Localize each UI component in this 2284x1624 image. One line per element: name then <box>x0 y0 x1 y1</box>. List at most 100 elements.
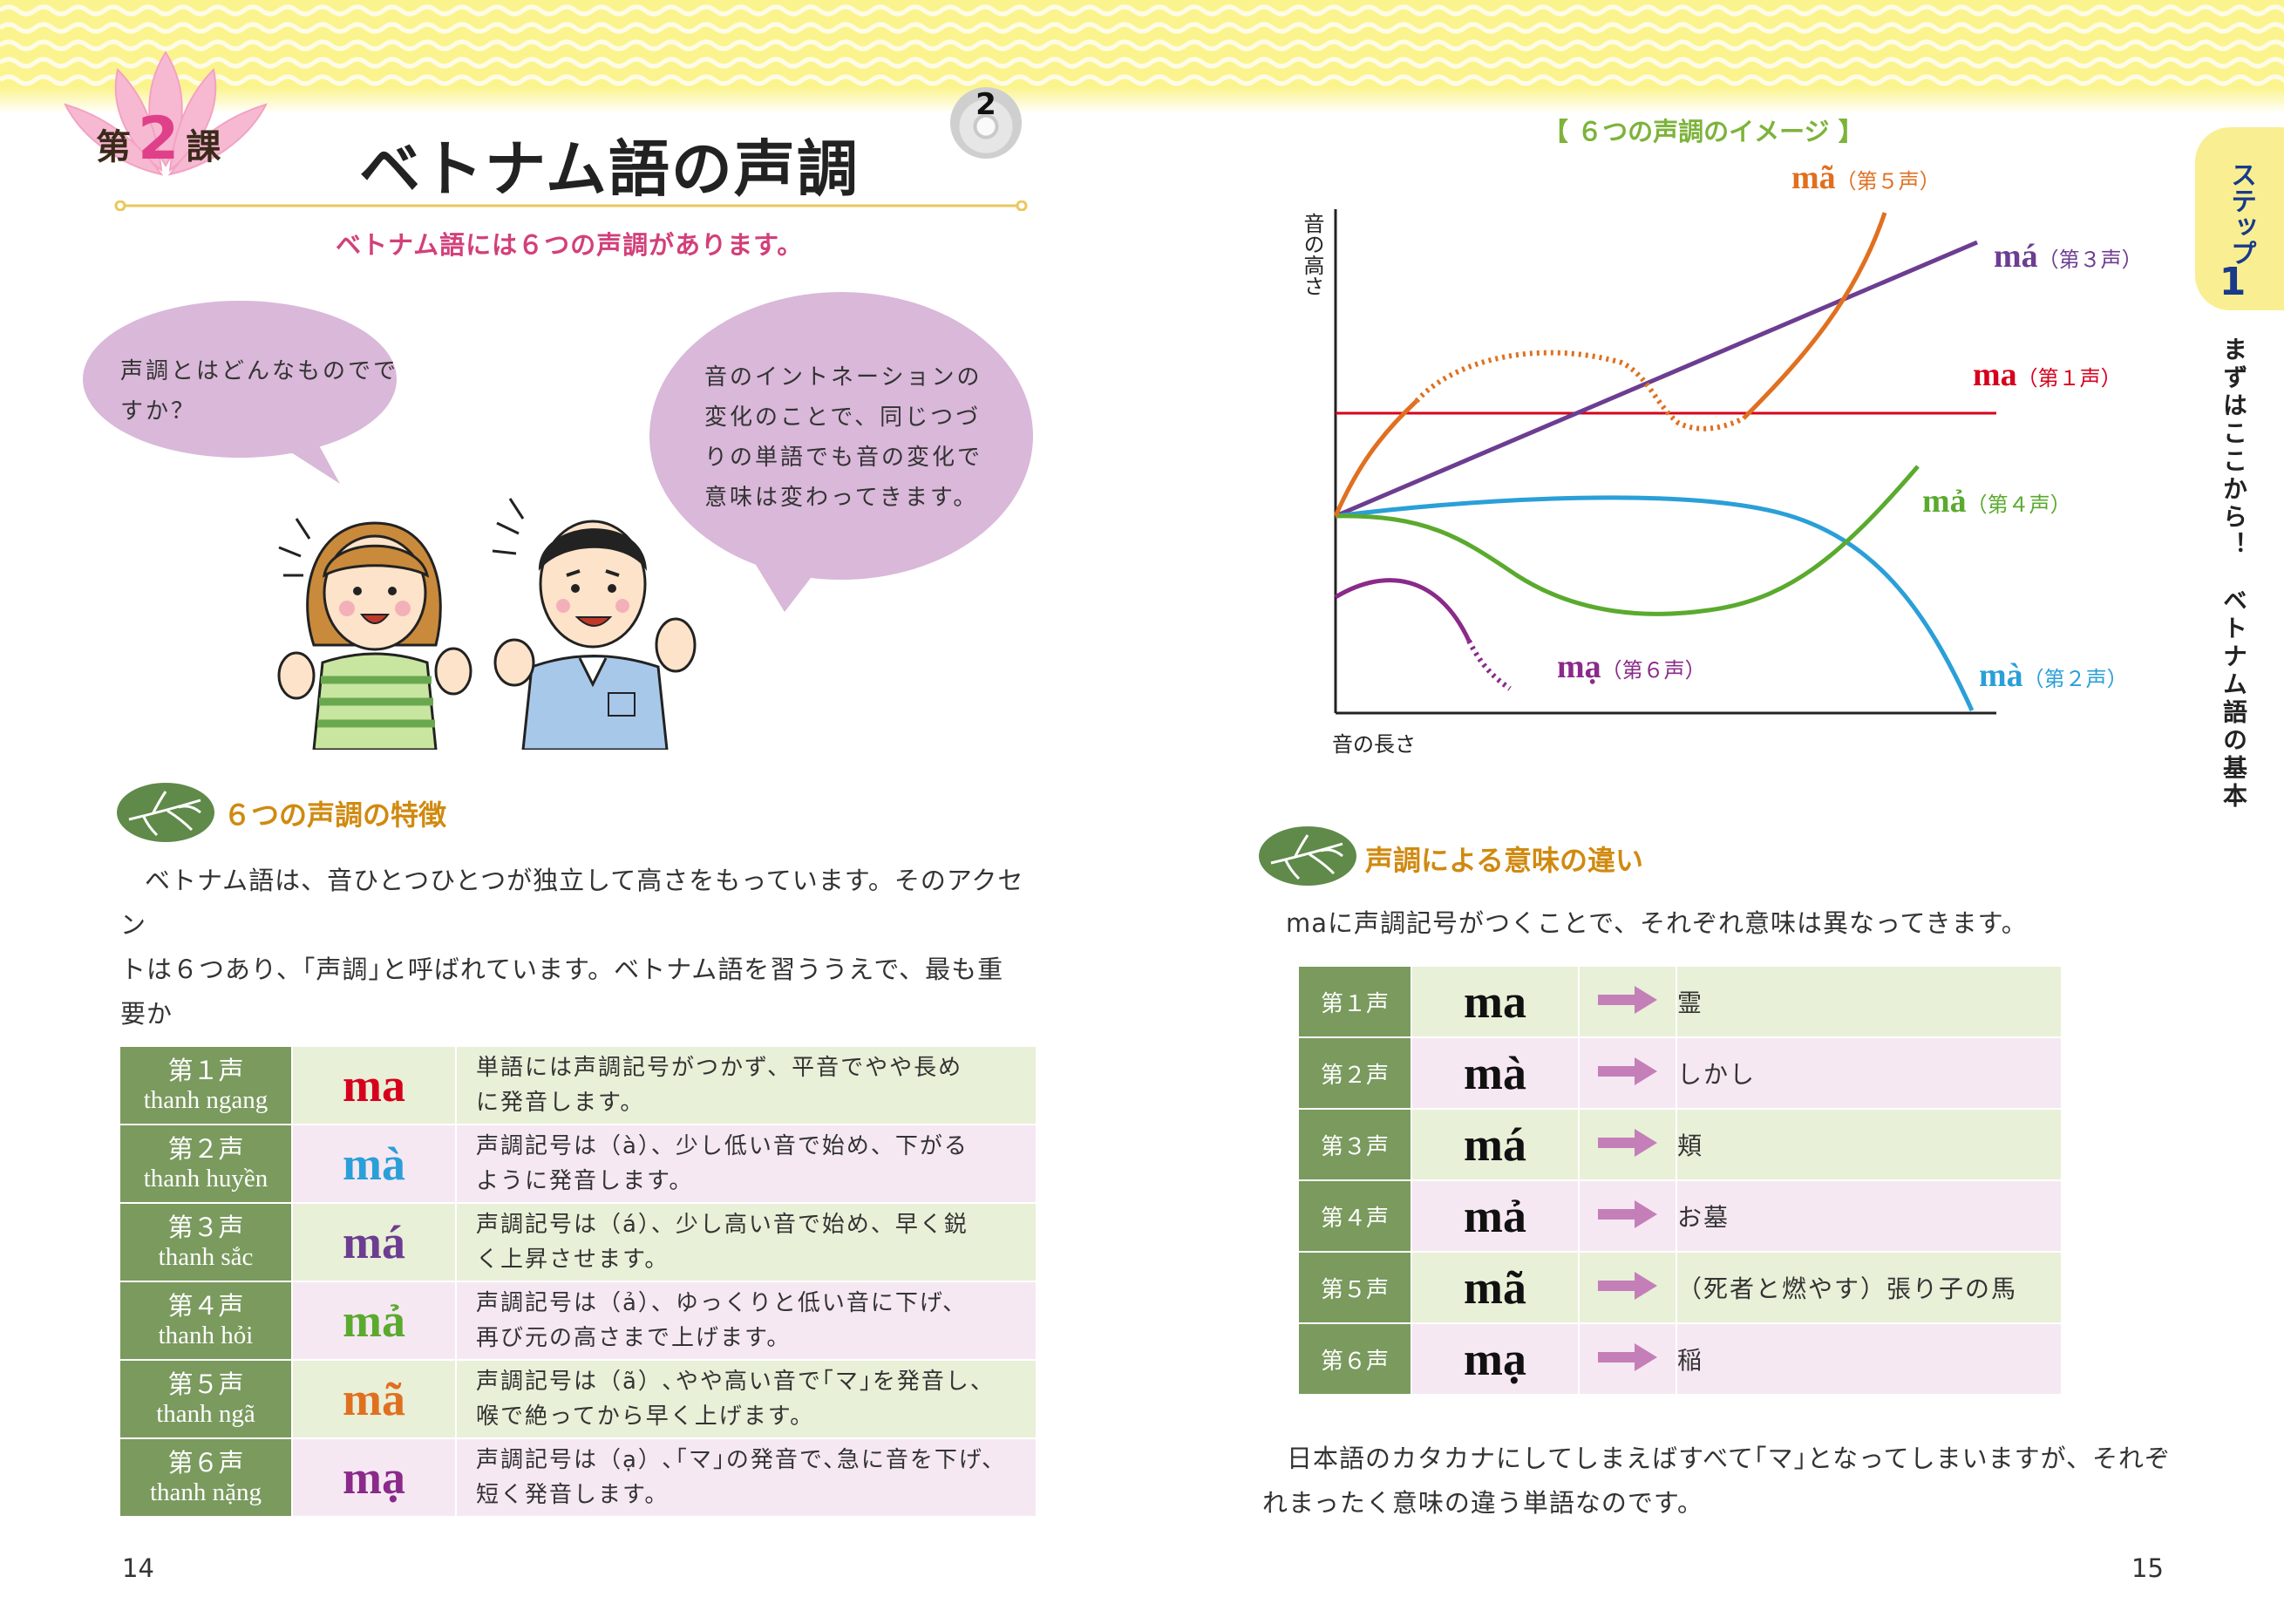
tone-viet-name: thanh huyền <box>143 1165 269 1193</box>
lesson-number: 2 <box>138 105 180 173</box>
page-number-right: 15 <box>2131 1553 2164 1583</box>
tone-ma: mạ <box>291 1437 457 1518</box>
section-heading-features: ６つの声調の特徴 <box>223 798 447 832</box>
side-tab-text: まずはここから！ ベトナム語の基本 <box>2219 336 2248 811</box>
meaning-intro: maに声調記号がつくことで、それぞれ意味は異なってきます。 <box>1286 908 2028 938</box>
side-tab[interactable] <box>2195 127 2284 310</box>
answer-bubble <box>649 292 1033 612</box>
people-illustration <box>277 498 697 750</box>
tone-viet-name: thanh ngã <box>156 1400 255 1428</box>
tone-desc-line: 声調記号は（ã）､やや高い音で｢マ｣を発音し、 <box>476 1369 995 1395</box>
lesson-suffix: 課 <box>186 127 221 167</box>
meaning-tone-name: 第１声 <box>1297 965 1412 1038</box>
tone-name-cell: 第４声 thanh hỏi <box>119 1281 293 1361</box>
arrow-right-icon <box>1578 1036 1677 1110</box>
series-line-ma-hoi <box>1335 465 1920 616</box>
label-sub: （第２声） <box>2022 667 2128 691</box>
meaning-ma: má <box>1411 1108 1580 1181</box>
chart-title: 【 ６つの声調のイメージ 】 <box>1543 117 1864 146</box>
tone-name: 第４声 <box>167 1291 244 1321</box>
chart-label-nang: mạ（第６声） <box>1557 648 1706 686</box>
tone-desc-line: 再び元の高さまで上げます。 <box>476 1325 792 1351</box>
arrow-right-icon <box>1578 1251 1677 1324</box>
meaning-tone-name: 第５声 <box>1297 1251 1412 1324</box>
label-ma: má <box>1994 238 2038 275</box>
tone-desc-line: 声調記号は（á）、少し高い音で始め、早く鋭 <box>476 1212 969 1238</box>
tone-ma: mả <box>291 1281 457 1361</box>
label-ma: mả <box>1922 483 1967 520</box>
tone-chart <box>1333 209 1996 715</box>
tone-desc-line: 短く発音します。 <box>476 1482 670 1508</box>
meaning-tone-name: 第３声 <box>1297 1108 1412 1181</box>
tone-viet-name: thanh ngang <box>143 1086 269 1114</box>
paragraph-line: ベトナム語は、音ひとつひとつが独立して高さをもっています。そのアクセン <box>120 866 1024 940</box>
meaning-row: 第３声 má 頬 <box>1297 1108 2063 1181</box>
arrow-right-icon <box>1578 1108 1677 1181</box>
page-number-left: 14 <box>122 1553 154 1583</box>
label-sub: （第５声） <box>1835 169 1941 194</box>
meaning-text: （死者と燃やす）張り子の馬 <box>1676 1251 2063 1324</box>
answer-line: りの単語でも音の変化で <box>704 445 983 471</box>
top-wave-band <box>0 0 2284 113</box>
tone-viet-name: thanh nặng <box>149 1478 262 1506</box>
tone-ma: má <box>291 1202 457 1282</box>
page-subtitle: ベトナム語には６つの声調があります。 <box>336 230 804 260</box>
answer-text: 音のイントネーションの 変化のことで、同じつづ りの単語でも音の変化で 意味は変… <box>704 357 982 518</box>
answer-line: 変化のことで、同じつづ <box>704 404 982 431</box>
tone-desc-line: 声調記号は（à）、少し低い音で始め、下がる <box>476 1133 969 1159</box>
answer-line: 意味は変わってきます。 <box>704 485 979 511</box>
side-tab-step: ステップ <box>2226 161 2256 266</box>
series-line-ma-nga-1 <box>1333 399 1418 518</box>
tone-desc-line: ように発音します。 <box>476 1168 694 1194</box>
series-line-ma-sac <box>1335 240 1978 519</box>
tone-description: 声調記号は（á）、少し高い音で始め、早く鋭 く上昇させます。 <box>455 1202 1037 1282</box>
label-ma: mà <box>1979 657 2023 694</box>
label-sub: （第６声） <box>1601 658 1706 683</box>
arrow-right-icon <box>1578 965 1677 1038</box>
tone-row: 第５声 thanh ngã mã 声調記号は（ã）､やや高い音で｢マ｣を発音し、 喉で絶… <box>119 1359 1037 1439</box>
tone-description: 声調記号は（ạ）､｢マ｣の発音で､急に音を下げ、 短く発音します。 <box>455 1437 1037 1518</box>
question-line: すか？ <box>120 398 197 425</box>
tone-name: 第３声 <box>167 1213 244 1242</box>
tone-row: 第１声 thanh ngang ma 単語には声調記号がつかず、平音でやや長め に発音し… <box>119 1045 1037 1125</box>
audio-cd-icon[interactable] <box>950 87 1022 159</box>
label-ma: mạ <box>1557 649 1601 685</box>
closing-line: れまったく意味の違う単語なのです。 <box>1262 1488 1703 1518</box>
series-line-ma-nga-2 <box>1742 212 1887 420</box>
closing-line: 日本語のカタカナにしてしまえばすべて｢マ｣となってしまいますが、それぞ <box>1287 1444 2172 1473</box>
title-rule <box>114 200 1028 211</box>
meaning-row: 第６声 mạ 稲 <box>1297 1322 2063 1396</box>
tone-description: 声調記号は（ã）､やや高い音で｢マ｣を発音し、 喉で絶ってから早く上げます。 <box>455 1359 1037 1439</box>
question-bubble <box>83 301 397 484</box>
tone-table: 第１声 thanh ngang ma 単語には声調記号がつかず、平音でやや長め に発音し… <box>119 1045 1037 1518</box>
meaning-ma: mả <box>1411 1179 1580 1253</box>
chart-label-hoi: mả（第４声） <box>1922 482 2071 520</box>
tone-viet-name: thanh hỏi <box>158 1322 254 1349</box>
chart-label-huyen: mà（第２声） <box>1979 656 2128 695</box>
meaning-row: 第２声 mà しかし <box>1297 1036 2063 1110</box>
chart-xlabel: 音の長さ <box>1332 732 1416 757</box>
tone-desc-line: 喉で絶ってから早く上げます。 <box>476 1403 815 1430</box>
meaning-row: 第１声 ma 霊 <box>1297 965 2063 1038</box>
meaning-ma: mã <box>1411 1251 1580 1324</box>
meaning-tone-name: 第２声 <box>1297 1036 1412 1110</box>
tone-description: 声調記号は（ả）、ゆっくりと低い音に下げ、 再び元の高さまで上げます。 <box>455 1281 1037 1361</box>
chart-label-ngang: ma（第１声） <box>1973 356 2122 394</box>
tone-description: 声調記号は（à）、少し低い音で始め、下がる ように発音します。 <box>455 1124 1037 1204</box>
meaning-ma: mà <box>1411 1036 1580 1110</box>
label-ma: mã <box>1791 160 1836 196</box>
tone-viet-name: thanh sắc <box>158 1243 254 1271</box>
meaning-tone-name: 第４声 <box>1297 1179 1412 1253</box>
meaning-tone-name: 第６声 <box>1297 1322 1412 1396</box>
leaf-icon <box>1259 826 1356 886</box>
tone-name-cell: 第３声 thanh sắc <box>119 1202 293 1282</box>
tone-ma: mã <box>291 1359 457 1439</box>
closing-paragraph: 日本語のカタカナにしてしまえばすべて｢マ｣となってしまいますが、それぞ れまった… <box>1262 1437 2186 1525</box>
chart-ylabel: 音の高さ <box>1300 213 1324 296</box>
meaning-table: 第１声 ma 霊第２声 mà しかし 第３声 má 頬第４声 mả お墓 第５声 mã （死者と燃やす）… <box>1297 965 2063 1396</box>
meaning-row: 第５声 mã （死者と燃やす）張り子の馬 <box>1297 1251 2063 1324</box>
meaning-text: 霊 <box>1676 965 2063 1038</box>
meaning-text: 稲 <box>1676 1322 2063 1396</box>
label-sub: （第１声） <box>2016 366 2122 391</box>
